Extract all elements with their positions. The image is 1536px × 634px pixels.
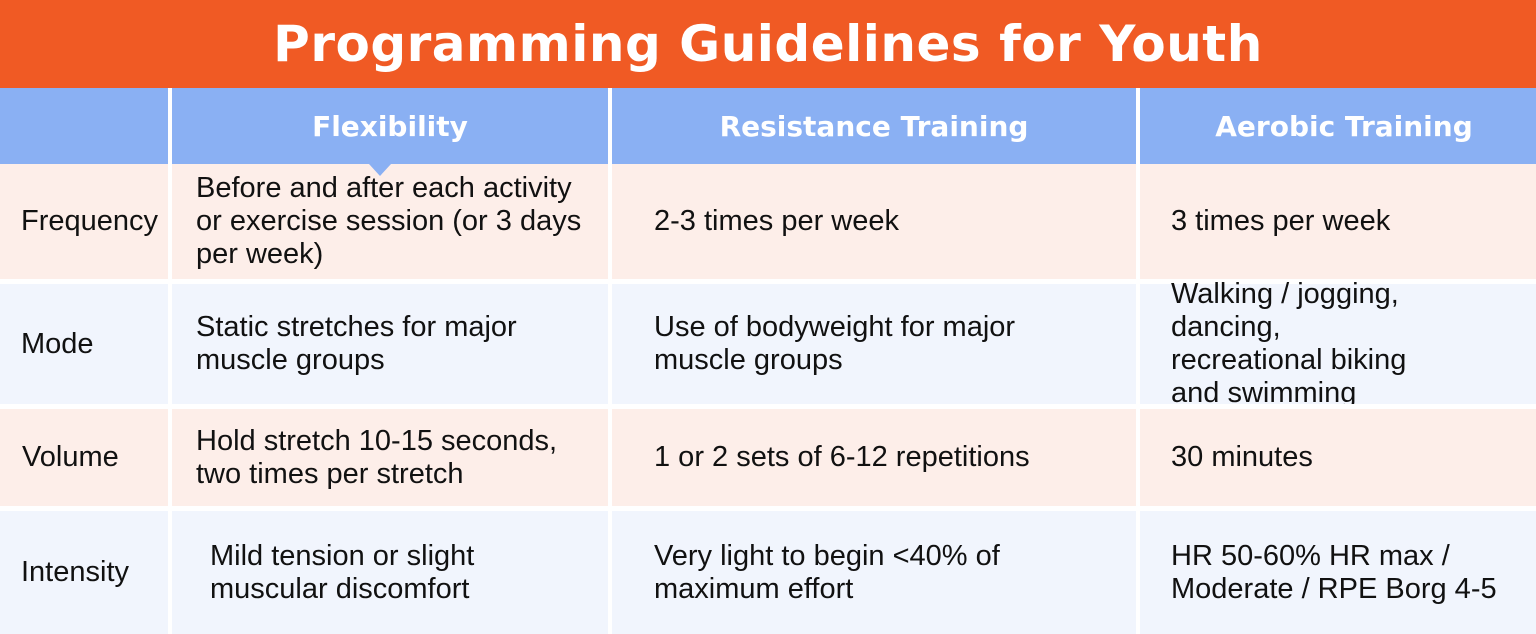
cell-text: HR 50-60% HR max / Moderate / RPE Borg 4… [1171, 539, 1497, 605]
row-label-volume: Volume [0, 404, 168, 506]
header-aerobic-training: Aerobic Training [1140, 88, 1536, 164]
header-corner-cell [0, 88, 168, 176]
cell-text: Before and after each activity or exerci… [196, 172, 582, 270]
cell-volume-aerobic: 30 minutes [1140, 404, 1536, 506]
cell-mode-flexibility: Static stretches for major muscle groups [172, 279, 608, 404]
cell-intensity-resistance: Very light to begin <40% of maximum effo… [612, 506, 1136, 634]
cell-volume-resistance: 1 or 2 sets of 6-12 repetitions [612, 404, 1136, 506]
guidelines-table: Flexibility Resistance Training Aerobic … [0, 88, 1536, 634]
cell-frequency-resistance: 2-3 times per week [612, 164, 1136, 279]
cell-text: Very light to begin <40% of maximum effo… [654, 539, 1000, 605]
row-label-frequency: Frequency [0, 164, 168, 279]
cell-text: Use of bodyweight for major muscle group… [654, 311, 1016, 376]
header-notch [369, 164, 391, 176]
cell-volume-flexibility: Hold stretch 10-15 seconds, two times pe… [172, 404, 608, 506]
cell-frequency-aerobic: 3 times per week [1140, 164, 1536, 279]
header-flexibility: Flexibility [172, 88, 608, 164]
row-label-mode: Mode [0, 279, 168, 404]
header-resistance-training: Resistance Training [612, 88, 1136, 176]
cell-mode-aerobic: Walking / jogging, dancing, recreational… [1140, 278, 1536, 409]
cell-text: Static stretches for major muscle groups [196, 311, 517, 376]
cell-intensity-aerobic: HR 50-60% HR max / Moderate / RPE Borg 4… [1140, 506, 1536, 634]
cell-text: Mild tension or slight muscular discomfo… [210, 539, 475, 605]
page-title: Programming Guidelines for Youth [0, 0, 1536, 88]
cell-text: Walking / jogging, dancing, recreational… [1171, 278, 1407, 409]
cell-frequency-flexibility: Before and after each activity or exerci… [172, 164, 608, 279]
cell-intensity-flexibility: Mild tension or slight muscular discomfo… [172, 506, 608, 634]
cell-text: Hold stretch 10-15 seconds, two times pe… [196, 424, 558, 490]
header-resistance-training-label: Resistance Training [719, 109, 1029, 143]
row-label-intensity: Intensity [0, 506, 168, 634]
cell-mode-resistance: Use of bodyweight for major muscle group… [612, 279, 1136, 404]
